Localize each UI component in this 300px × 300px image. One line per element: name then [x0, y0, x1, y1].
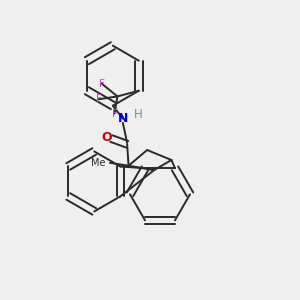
- Text: O: O: [102, 130, 112, 144]
- Text: F: F: [112, 109, 118, 118]
- Text: N: N: [118, 112, 128, 125]
- Text: Me: Me: [91, 158, 106, 168]
- Text: F: F: [96, 94, 102, 104]
- Text: F: F: [99, 79, 105, 88]
- Text: H: H: [134, 108, 143, 121]
